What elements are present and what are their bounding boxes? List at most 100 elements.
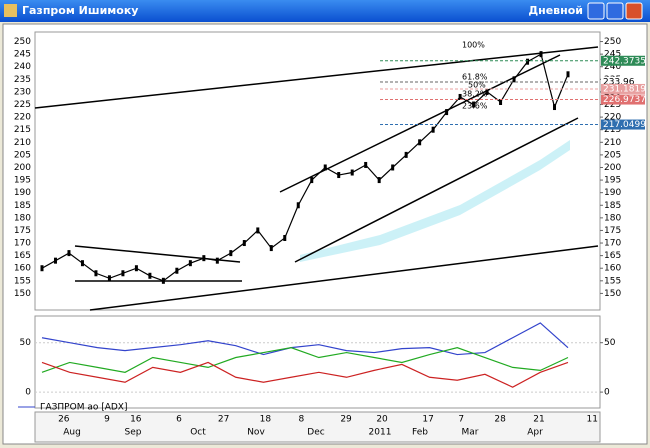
- y-tick-label-right: 185: [604, 201, 621, 211]
- fib-label: 50%: [468, 81, 486, 90]
- y-tick-label-right: 240: [604, 62, 621, 72]
- candle: [458, 93, 462, 100]
- candle: [256, 227, 260, 234]
- y-tick-label-right: 170: [604, 239, 621, 249]
- y-tick-label: 250: [14, 37, 31, 47]
- candle: [148, 272, 152, 279]
- candle: [202, 255, 206, 262]
- y-tick-label-right: 210: [604, 138, 621, 148]
- close-button[interactable]: [625, 2, 643, 20]
- y-tick-label: 235: [14, 75, 31, 85]
- y-tick-label-right: 250: [604, 37, 621, 47]
- price-label-box: [601, 119, 645, 130]
- chart-area: [2, 23, 648, 445]
- candle: [242, 240, 246, 247]
- candle: [215, 257, 219, 264]
- candle: [175, 267, 179, 274]
- y-tick-label: 220: [14, 113, 31, 123]
- y-tick-label: 50: [20, 338, 32, 348]
- candle: [53, 257, 57, 264]
- candle: [134, 265, 138, 272]
- x-day-label: 28: [494, 415, 506, 425]
- candle: [310, 177, 314, 184]
- candle: [566, 71, 570, 78]
- candle: [296, 202, 300, 209]
- candle: [377, 177, 381, 184]
- candle: [512, 76, 516, 83]
- y-tick-label-right: 180: [604, 213, 621, 223]
- y-tick-label-right: 165: [604, 251, 621, 261]
- y-tick-label: 150: [14, 289, 31, 299]
- x-month-label: Oct: [190, 428, 206, 438]
- fib-label: 61.8%: [462, 73, 488, 82]
- price-panel: [34, 31, 601, 311]
- candle: [337, 172, 341, 179]
- price-label-box: [601, 83, 645, 94]
- minimize-button[interactable]: [587, 2, 605, 20]
- x-day-label: 11: [587, 415, 598, 425]
- y-tick-label: 200: [14, 163, 31, 173]
- x-day-label: 9: [104, 415, 110, 425]
- y-tick-label: 245: [14, 50, 31, 60]
- trend-line: [34, 46, 599, 109]
- candle: [67, 250, 71, 257]
- timeframe: Дневной: [528, 4, 583, 17]
- series-line: [41, 361, 569, 388]
- y-tick-label-right: 0: [604, 388, 610, 398]
- candle: [121, 270, 125, 277]
- candle: [431, 126, 435, 133]
- candle: [107, 275, 111, 282]
- price-label-box: [601, 94, 645, 105]
- x-day-label: 26: [58, 415, 70, 425]
- y-tick-label-right: 155: [604, 276, 621, 286]
- y-tick-label-right: 245: [604, 50, 621, 60]
- y-tick-label: 160: [14, 264, 31, 274]
- y-tick-label-right: 220: [604, 113, 621, 123]
- candle: [499, 99, 503, 105]
- candle: [364, 161, 368, 168]
- x-month-label: Aug: [63, 428, 81, 438]
- y-tick-label: 180: [14, 213, 31, 223]
- candle: [418, 139, 422, 146]
- candle: [350, 169, 354, 176]
- date-axis: [34, 411, 601, 443]
- y-tick-label: 195: [14, 176, 31, 186]
- y-tick-label: 165: [14, 251, 31, 261]
- x-day-label: 21: [533, 415, 544, 425]
- x-month-label: Feb: [412, 428, 428, 438]
- y-tick-label-right: 150: [604, 289, 621, 299]
- x-month-label: Sep: [125, 428, 142, 438]
- y-tick-label: 210: [14, 138, 31, 148]
- x-day-label: 16: [130, 415, 142, 425]
- x-day-label: 17: [422, 415, 433, 425]
- y-tick-label: 230: [14, 87, 31, 97]
- y-tick-label-right: 50: [604, 338, 616, 348]
- legend-label: ГАЗПРОМ ао [ADX]: [40, 403, 127, 413]
- maximize-button[interactable]: [606, 2, 624, 20]
- price-label: 226.9737: [603, 95, 646, 105]
- candle: [404, 151, 408, 158]
- y-tick-label-right: 200: [604, 163, 621, 173]
- y-tick-label-right: 190: [604, 188, 621, 198]
- fib-label: 23.6%: [462, 102, 488, 111]
- y-tick-label-right: 205: [604, 150, 621, 160]
- y-tick-label: 175: [14, 226, 31, 236]
- candle: [188, 260, 192, 267]
- candle: [472, 101, 476, 108]
- x-month-label: 2011: [369, 428, 392, 438]
- candle: [161, 277, 165, 284]
- app-icon: [4, 4, 17, 17]
- y-tick-label-right: 225: [604, 100, 621, 110]
- candle: [553, 104, 557, 111]
- y-tick-label-right: 215: [604, 125, 621, 135]
- y-tick-label: 170: [14, 239, 31, 249]
- x-month-label: Apr: [527, 428, 543, 438]
- y-tick-label: 215: [14, 125, 31, 135]
- x-month-label: Nov: [247, 428, 265, 438]
- y-tick-label: 225: [14, 100, 31, 110]
- x-day-label: 18: [260, 415, 272, 425]
- price-label: 231.1819: [603, 84, 646, 94]
- candle: [323, 164, 327, 171]
- x-day-label: 27: [218, 415, 229, 425]
